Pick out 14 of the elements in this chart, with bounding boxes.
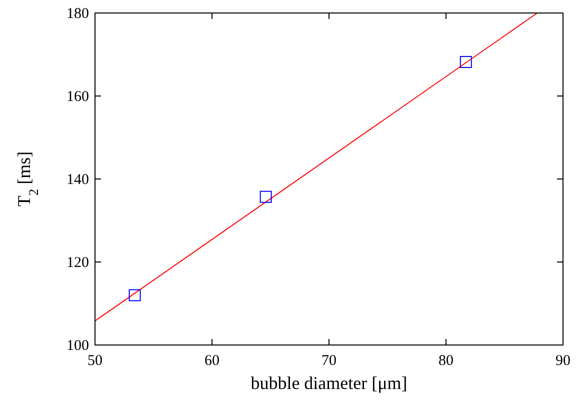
x-tick-label: 50	[88, 353, 102, 369]
y-tick-label: 140	[66, 172, 89, 188]
point	[128, 289, 141, 302]
y-tick-label: 180	[66, 6, 89, 22]
point	[260, 190, 272, 203]
x-tick-label: 60	[204, 353, 220, 369]
point	[460, 56, 472, 68]
y-tick-label: 160	[66, 89, 89, 105]
x-axis-title: bubble diameter [μm]	[250, 373, 408, 393]
x-tick-label: 70	[322, 353, 336, 369]
y-tick-label: 120	[66, 255, 89, 271]
y-tick-label: 100	[66, 338, 89, 354]
x-tick-label: 90	[556, 353, 570, 369]
x-tick-label: 80	[438, 353, 454, 369]
